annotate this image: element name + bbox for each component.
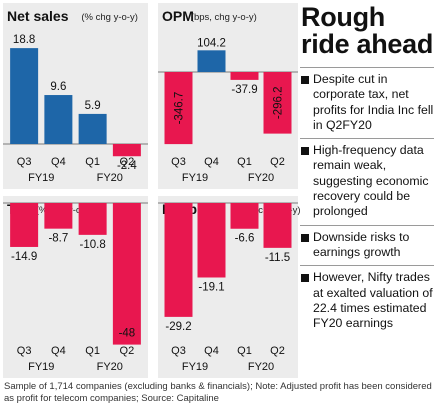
value-label: -296.2 <box>273 87 285 120</box>
bar <box>197 50 226 72</box>
chart-subtitle: (bps, chg y-o-y) <box>191 12 257 23</box>
value-label: -37.9 <box>231 84 257 96</box>
bullet-text: Downside risks to earnings growth <box>313 229 410 259</box>
bar <box>112 203 141 345</box>
bar <box>44 95 73 144</box>
value-label: -14.9 <box>11 251 37 263</box>
fiscal-year-label: FY20 <box>97 172 123 184</box>
category-tick-label: Q2 <box>120 156 135 168</box>
bar <box>78 203 107 235</box>
bar <box>10 203 39 247</box>
category-tick-label: Q4 <box>204 156 219 168</box>
category-tick-label: Q2 <box>270 156 285 168</box>
bar <box>78 113 107 144</box>
bullet-item: Downside risks to earnings growth <box>300 224 434 266</box>
bullet-text: High-frequency data remain weak, suggest… <box>313 143 429 219</box>
fiscal-year-label: FY20 <box>248 361 274 373</box>
chart-panel-tax: Tax(% chg y-o-y)-14.9Q3-8.7Q4-10.8Q1-48Q… <box>3 196 148 378</box>
bullet-item: However, Nifty trades at exalted valuati… <box>300 265 434 336</box>
value-label: -346.7 <box>174 92 186 125</box>
category-tick-label: Q3 <box>17 345 32 357</box>
category-tick-label: Q3 <box>17 156 32 168</box>
category-tick-label: Q1 <box>85 345 100 357</box>
bar <box>230 72 259 80</box>
bullet-item: Despite cut in corporate tax, net profit… <box>300 67 434 138</box>
bar <box>263 203 292 248</box>
bar <box>263 72 292 134</box>
bar <box>44 203 73 229</box>
fiscal-year-label: FY19 <box>28 172 54 184</box>
chart-panel-net-profit: Net profit(% chg y-o-y)-29.2Q3-19.1Q4-6.… <box>158 196 300 378</box>
fiscal-year-label: FY19 <box>28 361 54 373</box>
headline: Rough ride ahead <box>301 2 434 59</box>
bullet-text: Despite cut in corporate tax, net profit… <box>313 72 434 132</box>
bar <box>164 72 193 145</box>
bar <box>197 203 226 278</box>
category-tick-label: Q1 <box>237 345 252 357</box>
value-label: -29.2 <box>165 321 191 333</box>
category-tick-label: Q4 <box>204 345 219 357</box>
value-label: -8.7 <box>48 233 68 245</box>
chart-title: OPM <box>162 8 194 24</box>
value-label: 5.9 <box>85 100 101 112</box>
fiscal-year-label: FY20 <box>97 361 123 373</box>
category-tick-label: Q2 <box>270 345 285 357</box>
value-label: 9.6 <box>50 81 66 93</box>
bar <box>112 144 141 157</box>
fiscal-year-label: FY19 <box>182 361 208 373</box>
value-label: 104.2 <box>197 37 226 49</box>
category-tick-label: Q3 <box>171 156 186 168</box>
chart-panel-net-sales: Net sales (% chg y-o-y) 18.8 Q3 9.6 Q4 5.9 Q1 -2… <box>3 3 148 189</box>
fiscal-year-label: FY20 <box>248 172 274 184</box>
category-tick-label: Q1 <box>237 156 252 168</box>
value-label: 18.8 <box>13 34 35 46</box>
square-bullet-icon <box>301 76 309 84</box>
bar <box>10 48 39 145</box>
chart-subtitle: (% chg y-o-y) <box>81 12 137 23</box>
bar <box>164 203 193 317</box>
category-tick-label: Q3 <box>171 345 186 357</box>
value-label: -19.1 <box>198 281 224 293</box>
sidebar: Rough ride ahead Despite cut in corporat… <box>300 4 434 336</box>
square-bullet-icon <box>301 233 309 242</box>
charts-grid: Net sales (% chg y-o-y) 18.8 Q3 9.6 Q4 5.9 Q1 -2… <box>3 3 300 378</box>
bullet-text: However, Nifty trades at exalted valuati… <box>313 270 433 331</box>
chart-title: Net sales <box>7 8 69 24</box>
value-label: -11.5 <box>265 252 290 264</box>
value-label: -6.6 <box>235 233 255 245</box>
bullet-item: High-frequency data remain weak, suggest… <box>300 138 434 224</box>
value-label: -48 <box>119 328 136 340</box>
chart-panel-opm: OPM(bps, chg y-o-y) -346.7 Q3 104.2 Q4 -37.9 Q… <box>158 3 298 189</box>
square-bullet-icon <box>301 147 309 156</box>
category-tick-label: Q1 <box>85 156 100 168</box>
bar <box>230 203 259 229</box>
category-tick-label: Q4 <box>51 345 66 357</box>
category-tick-label: Q2 <box>120 345 135 357</box>
category-tick-label: Q4 <box>51 156 66 168</box>
fiscal-year-label: FY19 <box>182 172 208 184</box>
value-label: -2.4 <box>117 160 137 172</box>
value-label: -10.8 <box>80 239 106 251</box>
square-bullet-icon <box>301 274 309 283</box>
footnote: Sample of 1,714 companies (excluding ban… <box>4 381 432 404</box>
